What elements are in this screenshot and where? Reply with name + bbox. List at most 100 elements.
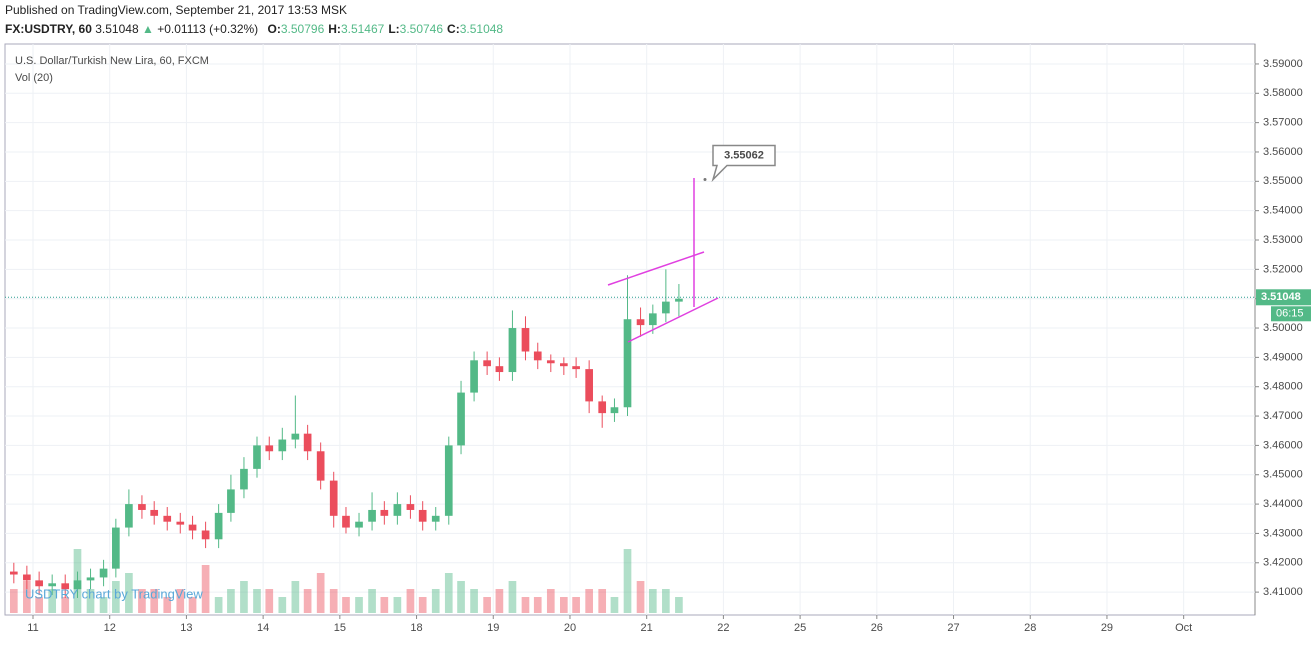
y-tick-label: 3.54000: [1263, 205, 1303, 217]
symbol: FX:USDTRY, 60: [5, 22, 92, 36]
x-tick-label: 29: [1101, 622, 1113, 634]
candle-body: [406, 504, 415, 510]
candle-body: [546, 360, 555, 364]
y-tick-label: 3.52000: [1263, 263, 1303, 275]
candle-body: [316, 451, 325, 481]
volume-bar: [227, 589, 235, 613]
y-tick-label: 3.41000: [1263, 586, 1303, 598]
candle-body: [610, 407, 619, 414]
candle-body: [150, 509, 159, 516]
y-tick-label: 3.43000: [1263, 527, 1303, 539]
y-tick-label: 3.56000: [1263, 146, 1303, 158]
y-tick-label: 3.47000: [1263, 410, 1303, 422]
candle-body: [585, 369, 593, 402]
candle-body: [112, 527, 120, 569]
volume-bar: [560, 597, 568, 613]
candle-body: [35, 580, 43, 587]
y-tick-label: 3.42000: [1263, 557, 1303, 569]
indicator-label: Vol (20): [15, 72, 53, 84]
ohlc-label: L:: [388, 22, 399, 36]
volume-bar: [329, 589, 338, 613]
last-price: 3.51048: [95, 22, 139, 36]
x-tick-label: 20: [564, 622, 576, 634]
candle-body: [495, 366, 504, 373]
y-tick-label: 3.50000: [1263, 322, 1303, 334]
volume-bar: [662, 589, 670, 613]
candle-body: [86, 577, 95, 581]
candle-body: [303, 433, 312, 452]
volume-bar: [636, 581, 645, 613]
candle-body: [457, 392, 465, 446]
x-tick-label: 25: [794, 622, 806, 634]
x-tick-label: 12: [104, 622, 116, 634]
candle-body: [675, 298, 683, 302]
volume-bar: [138, 589, 146, 613]
y-tick-label: 3.59000: [1263, 58, 1303, 70]
candle-body: [418, 509, 427, 522]
candle-body: [623, 319, 632, 408]
x-tick-label: 18: [410, 622, 422, 634]
volume-bar: [316, 573, 325, 613]
volume-bar: [240, 581, 248, 613]
candle-body: [291, 433, 300, 440]
y-tick-label: 3.57000: [1263, 117, 1303, 129]
volume-bar: [598, 589, 607, 613]
x-tick-label: Oct: [1175, 622, 1192, 634]
candle-body: [533, 351, 542, 361]
watermark: USDTRY chart by TradingView: [25, 586, 203, 601]
change: +0.01113 (+0.32%): [157, 22, 258, 36]
candle-body: [61, 583, 70, 590]
up-arrow: ▲: [142, 22, 154, 36]
volume-bar: [418, 597, 427, 613]
x-tick-label: 22: [717, 622, 729, 634]
x-tick-label: 15: [334, 622, 346, 634]
y-tick-label: 3.53000: [1263, 234, 1303, 246]
candle-body: [163, 515, 172, 522]
x-tick-label: 27: [947, 622, 959, 634]
volume-bar: [406, 589, 415, 613]
volume-bar: [35, 597, 43, 613]
volume-bar: [483, 597, 491, 613]
candle-body: [342, 515, 350, 528]
volume-bar: [444, 573, 453, 613]
volume-bar: [368, 589, 376, 613]
volume-bar: [546, 589, 555, 613]
candle-body: [176, 521, 185, 525]
volume-bar: [112, 581, 120, 613]
callout-box: [711, 144, 776, 183]
candle-body: [380, 509, 389, 516]
volume-bar: [457, 581, 465, 613]
volume-bar: [61, 597, 70, 613]
x-tick-label: 28: [1024, 622, 1036, 634]
header-line: FX:USDTRY, 60 3.51048 ▲ +0.01113 (+0.32%…: [5, 22, 503, 36]
candle-body: [355, 521, 363, 528]
x-tick-label: 11: [27, 622, 38, 634]
x-tick-label: 19: [487, 622, 499, 634]
candle-body: [368, 509, 376, 522]
candle-body: [572, 366, 580, 370]
volume-bar: [23, 581, 31, 613]
candle-body: [73, 580, 82, 590]
flag-lower-line: [627, 297, 719, 343]
volume-bar: [265, 589, 274, 613]
ohlc-value: 3.51048: [460, 22, 504, 36]
volume-bar: [48, 589, 57, 613]
volume-bar: [188, 597, 197, 613]
timer-box: [1271, 306, 1311, 322]
candle-body: [521, 328, 530, 352]
candle-body: [648, 313, 657, 326]
price-label: 3.51048: [1261, 291, 1301, 303]
candle-body: [253, 445, 261, 469]
volume-bar: [176, 589, 185, 613]
ohlc-label: H:: [328, 22, 341, 36]
y-tick-label: 3.49000: [1263, 351, 1303, 363]
flag-upper-line: [607, 251, 705, 286]
ohlc-label: C:: [447, 22, 460, 36]
published: Published on TradingView.com, September …: [5, 3, 347, 17]
candle-body: [188, 524, 197, 531]
candle-body: [431, 515, 440, 522]
volume-bar: [303, 589, 312, 613]
volume-bar: [533, 597, 542, 613]
candle-body: [214, 512, 223, 540]
